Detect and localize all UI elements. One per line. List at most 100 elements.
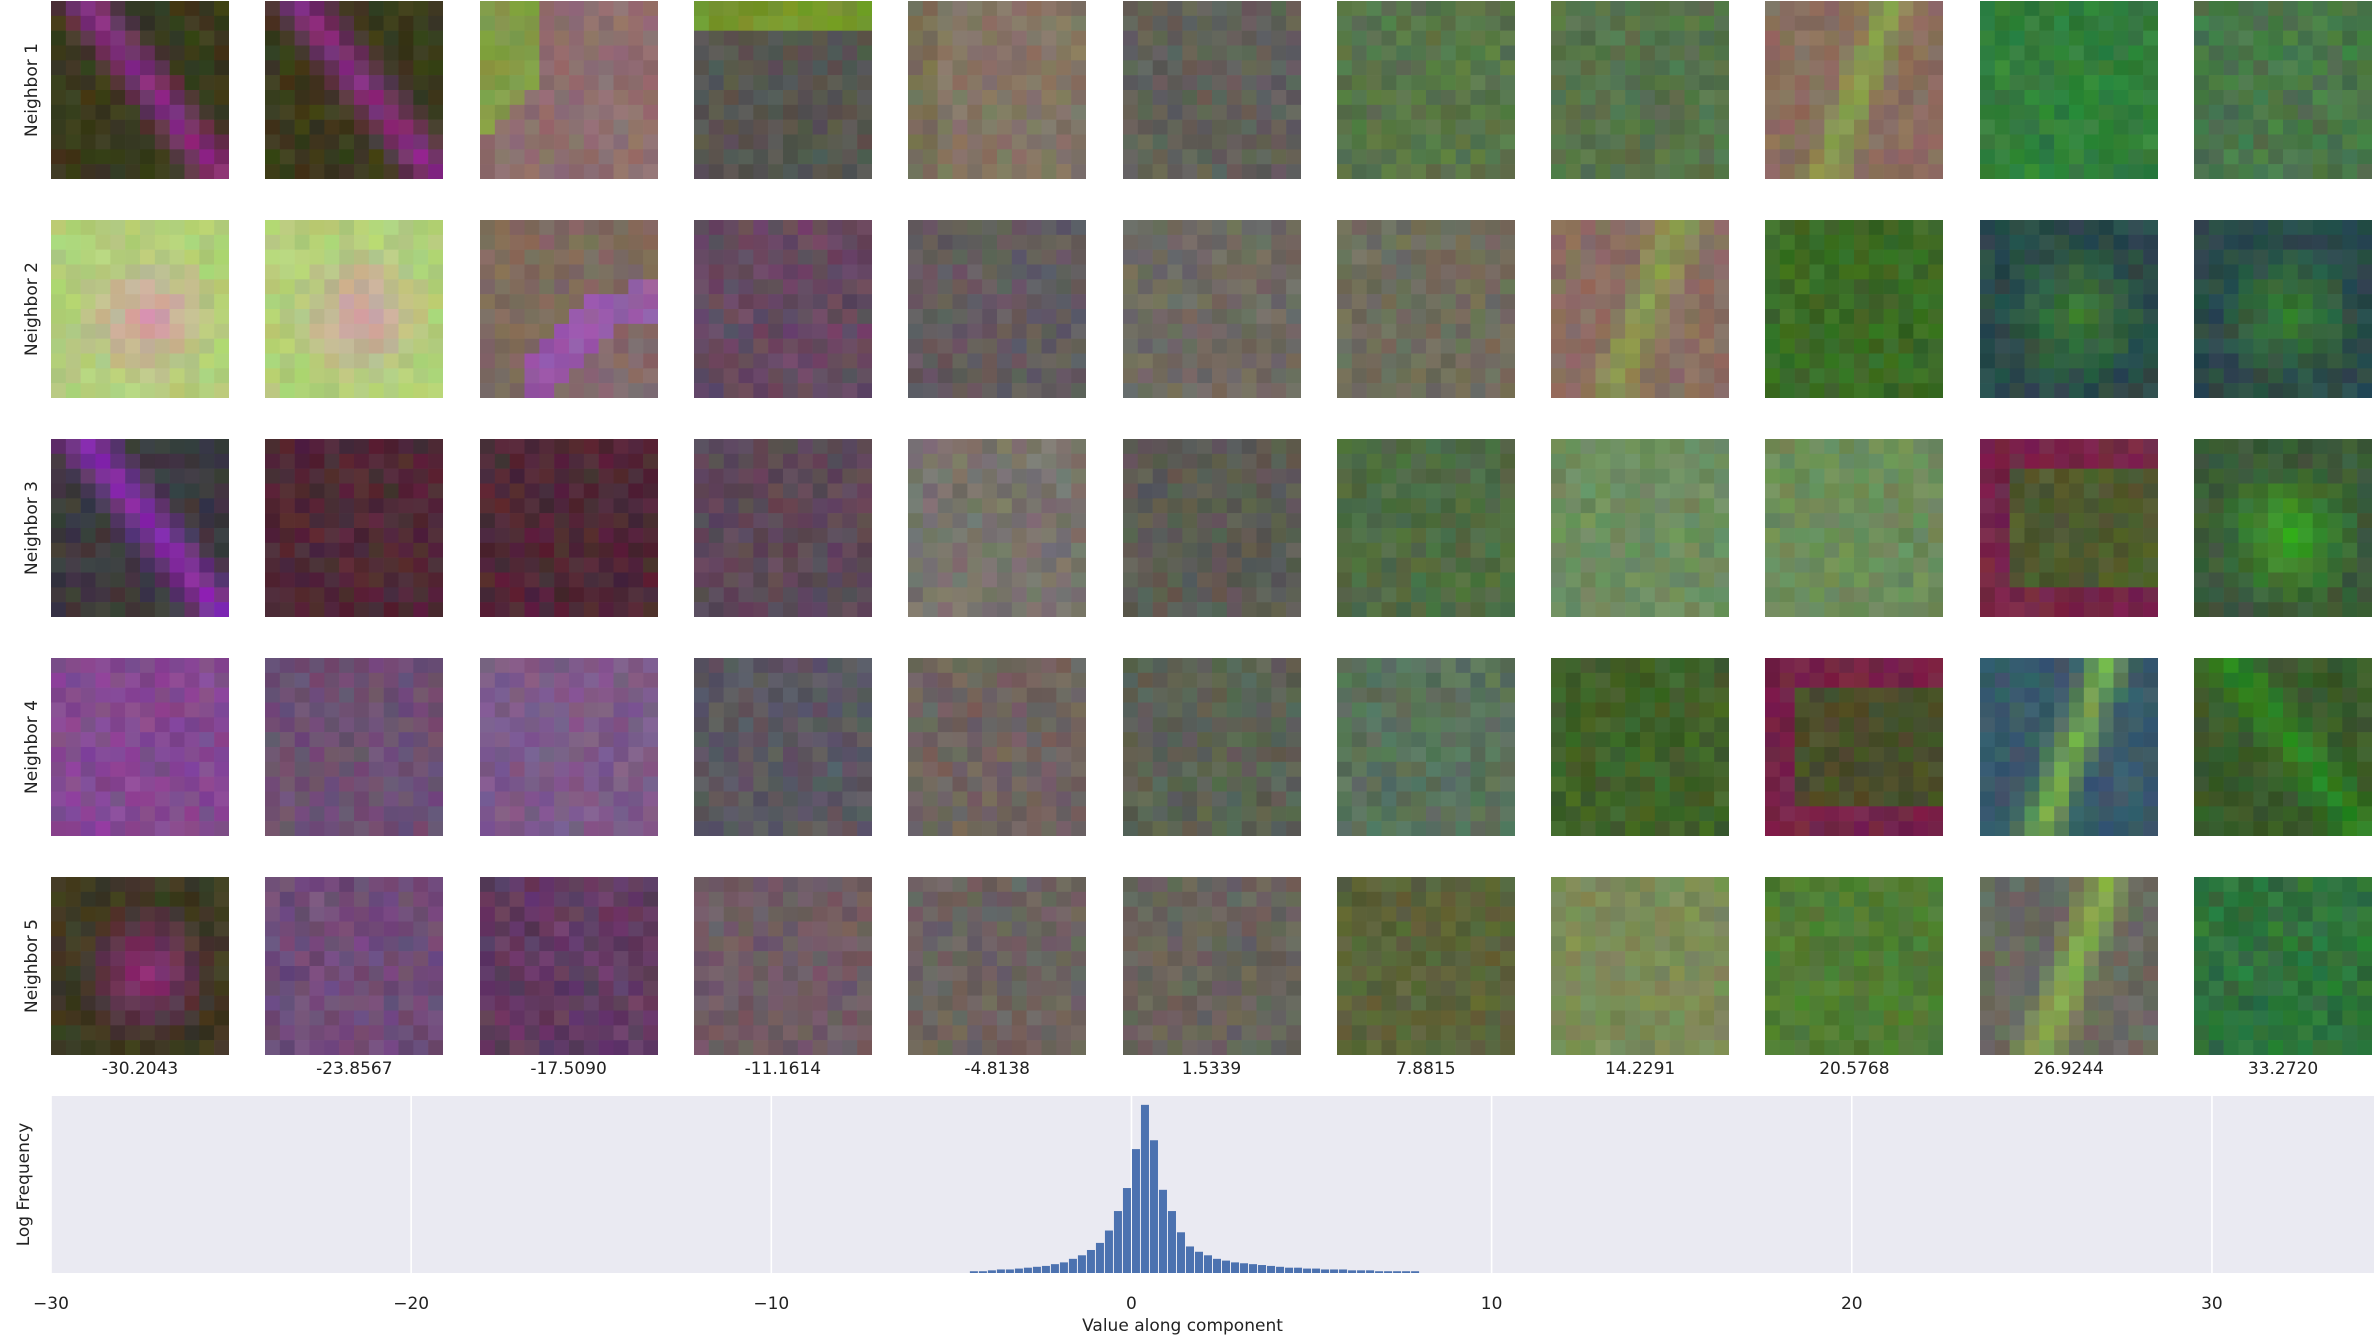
neighbor-thumbnail [1979, 877, 2158, 1055]
histogram-bar [1176, 1232, 1185, 1273]
neighbor-thumbnail [1336, 1, 1515, 179]
histogram-bar [1104, 1230, 1113, 1273]
neighbor-thumbnail [1765, 1, 1944, 179]
histogram-bar [1158, 1189, 1167, 1273]
neighbor-thumbnail [1122, 658, 1301, 836]
neighbor-thumbnail [1765, 220, 1944, 398]
histogram-bar [1068, 1258, 1077, 1273]
neighbor-thumbnail [693, 439, 872, 617]
neighbor-thumbnail [265, 439, 444, 617]
histogram-bar [1122, 1188, 1131, 1273]
histogram-bar [1339, 1269, 1348, 1273]
histogram-bar [1222, 1260, 1231, 1273]
histogram-bar [1095, 1242, 1104, 1273]
histogram-bar [1086, 1249, 1095, 1273]
histogram-bar [987, 1270, 996, 1273]
neighbor-thumbnail [1765, 877, 1944, 1055]
column-value-label: -11.1614 [744, 1059, 822, 1079]
histogram-bar [1167, 1211, 1176, 1273]
histogram-bar [1294, 1267, 1303, 1273]
neighbor-thumbnail [51, 220, 229, 398]
histogram-bar [1041, 1265, 1050, 1273]
row-label-neighbor-2: Neighbor 2 [22, 262, 42, 356]
histogram-bar [1321, 1269, 1330, 1273]
histogram-bar [1194, 1251, 1203, 1273]
histogram-bar [1384, 1271, 1393, 1273]
histogram-bar [1258, 1265, 1267, 1273]
neighbor-thumbnail [1551, 877, 1730, 1055]
neighbor-thumbnail [1336, 658, 1515, 836]
histogram-bar [996, 1269, 1005, 1273]
histogram-bar [1402, 1271, 1411, 1273]
neighbor-thumbnail [2194, 439, 2372, 617]
row-label-neighbor-4: Neighbor 4 [22, 700, 42, 794]
x-tick-labels: −30 −20 −10 0 10 20 30 [33, 1294, 2223, 1314]
neighbor-thumbnail [1336, 877, 1515, 1055]
column-value-label: -4.8138 [964, 1059, 1030, 1079]
grid-lines [50, 1096, 2213, 1273]
neighbor-thumbnail [265, 658, 444, 836]
neighbor-thumbnail [693, 1, 872, 179]
x-tick-label: 0 [1126, 1294, 1137, 1314]
histogram-bar [1267, 1265, 1276, 1273]
x-tick-label: 10 [1481, 1294, 1503, 1314]
column-value-label: -23.8567 [316, 1059, 393, 1079]
column-value-label: 26.9244 [2033, 1059, 2104, 1079]
histogram-bar [1375, 1271, 1384, 1273]
neighbor-thumbnail [1551, 439, 1730, 617]
neighbor-thumbnail [2194, 877, 2372, 1055]
column-value-label: 1.5339 [1181, 1059, 1242, 1079]
histogram-bar [1014, 1268, 1023, 1273]
neighbor-thumbnail [2194, 658, 2372, 836]
neighbor-thumbnail [51, 439, 229, 617]
neighbor-thumbnail [908, 439, 1087, 617]
column-value-label: 20.5768 [1819, 1059, 1890, 1079]
row-label-neighbor-3: Neighbor 3 [22, 481, 42, 575]
histogram-bar [1005, 1269, 1014, 1273]
neighbor-thumbnail [1979, 220, 2158, 398]
column-value-label: -30.2043 [101, 1059, 179, 1079]
neighbor-thumbnail [51, 877, 229, 1055]
x-tick-label: −20 [393, 1294, 429, 1314]
histogram-bar [1312, 1268, 1321, 1273]
histogram-bar [1213, 1258, 1222, 1273]
neighbor-thumbnail [479, 439, 658, 617]
histogram-bar [1023, 1267, 1032, 1273]
neighbor-thumbnail [908, 1, 1087, 179]
neighbor-thumbnail [51, 1, 229, 179]
neighbor-thumbnail [908, 658, 1087, 836]
column-value-label: 33.2720 [2247, 1059, 2319, 1079]
x-tick-label: 30 [2201, 1294, 2223, 1314]
histogram-bar [1050, 1264, 1059, 1273]
neighbor-thumbnail [908, 877, 1087, 1055]
x-tick-label: −10 [753, 1294, 789, 1314]
histogram-bar [1203, 1255, 1212, 1273]
neighbor-thumbnail [1336, 220, 1515, 398]
x-tick-label: −30 [33, 1294, 69, 1314]
row-label-neighbor-5: Neighbor 5 [22, 919, 42, 1013]
column-value-label: 7.8815 [1396, 1059, 1456, 1079]
histogram-bar [1276, 1266, 1285, 1273]
histogram-bar [1231, 1262, 1240, 1273]
histogram-bar [1393, 1271, 1402, 1273]
histogram-bar [1059, 1262, 1068, 1273]
neighbor-thumbnail [265, 877, 444, 1055]
neighbor-thumbnail [51, 658, 229, 836]
neighbor-thumbnail [1122, 877, 1301, 1055]
neighbor-thumbnail [1979, 1, 2158, 179]
neighbor-thumbnail [1979, 658, 2158, 836]
plot-background [51, 1096, 2374, 1273]
histogram-bar [1032, 1266, 1041, 1273]
histogram-bar [1366, 1270, 1375, 1273]
neighbor-thumbnail [1122, 439, 1301, 617]
y-axis-label: Log Frequency [14, 1123, 34, 1247]
neighbor-thumbnail [265, 1, 444, 179]
histogram: −30 −20 −10 0 10 20 30 Value along component L… [14, 1096, 2374, 1336]
neighbor-thumbnail [1336, 439, 1515, 617]
x-tick-label: 20 [1841, 1294, 1863, 1314]
neighbor-thumbnail [479, 877, 658, 1055]
histogram-bar [1357, 1270, 1366, 1273]
neighbor-thumbnail [1765, 439, 1944, 617]
histogram-bar [1140, 1104, 1149, 1273]
histogram-bar [1077, 1255, 1086, 1273]
